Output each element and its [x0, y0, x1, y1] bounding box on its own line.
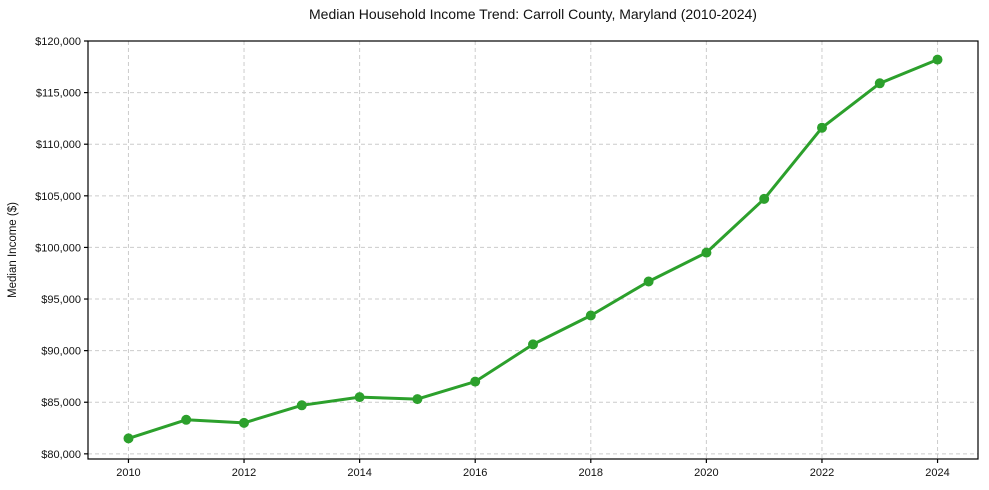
y-tick-label: $80,000 [41, 449, 81, 461]
y-tick-label: $105,000 [35, 191, 81, 203]
x-tick-label: 2024 [925, 467, 949, 479]
y-tick-label: $85,000 [41, 397, 81, 409]
data-point-marker [296, 400, 307, 411]
gridlines [88, 40, 978, 459]
data-point-marker [932, 54, 943, 65]
data-point-marker [759, 193, 770, 204]
y-tick-label: $115,000 [36, 88, 81, 100]
y-tick-label: $110,000 [36, 139, 81, 151]
x-tick-label: 2014 [347, 467, 371, 479]
data-point-markers [123, 54, 943, 444]
income-trend-line [127, 58, 939, 440]
data-point-marker [528, 339, 538, 350]
data-point-marker [412, 394, 423, 405]
data-point-marker [181, 414, 192, 425]
y-tick-label: $95,000 [41, 294, 81, 306]
data-point-marker [239, 417, 249, 428]
x-tick-label: 2018 [579, 467, 603, 479]
data-point-marker [643, 276, 654, 287]
y-tick-labels: $80,000 $85,000 $90,000 $95,000 $100,000 $105… [35, 36, 81, 461]
x-tick-labels: 2010 2012 2014 2016 2018 2020 2022 2024 [116, 467, 950, 479]
x-tick-label: 2020 [694, 467, 718, 479]
data-point-marker [123, 433, 134, 444]
data-point-marker [585, 310, 596, 321]
y-tick-label: $90,000 [41, 346, 81, 358]
data-point-marker [701, 247, 712, 258]
chart-title: Median Household Income Trend: Carroll C… [309, 6, 757, 22]
data-point-marker [470, 376, 481, 387]
tick-marks [84, 40, 939, 463]
x-tick-label: 2016 [463, 467, 487, 479]
x-tick-label: 2010 [116, 467, 140, 479]
plot-border [87, 40, 979, 460]
data-point-marker [354, 392, 365, 403]
data-point-marker [817, 122, 827, 133]
y-tick-label: $100,000 [35, 242, 81, 254]
x-tick-label: 2012 [232, 467, 256, 479]
y-tick-label: $120,000 [35, 36, 81, 48]
x-tick-label: 2022 [810, 467, 834, 479]
data-point-marker [874, 78, 885, 89]
